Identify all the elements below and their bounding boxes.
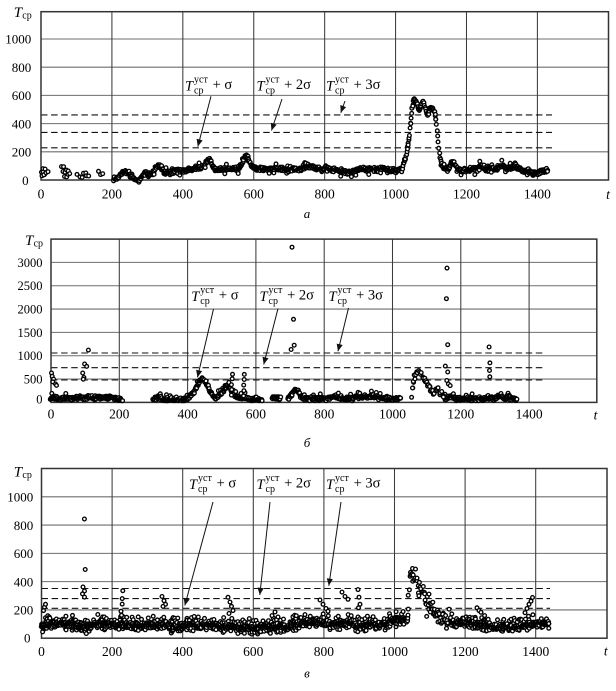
svg-text:ср: ср	[266, 484, 275, 495]
svg-text:1200: 1200	[452, 644, 479, 659]
svg-text:800: 800	[314, 407, 335, 422]
svg-text:200: 200	[109, 407, 130, 422]
svg-text:+ 2σ: + 2σ	[284, 77, 311, 93]
svg-text:T: T	[326, 79, 335, 95]
svg-text:T: T	[191, 289, 200, 305]
svg-text:T: T	[257, 79, 266, 95]
svg-text:500: 500	[24, 373, 43, 387]
svg-text:уст: уст	[200, 285, 214, 296]
svg-text:уст: уст	[338, 285, 352, 296]
svg-text:800: 800	[12, 60, 32, 75]
svg-text:ср: ср	[194, 86, 203, 97]
svg-text:+ σ: + σ	[219, 288, 239, 304]
svg-text:600: 600	[246, 407, 267, 422]
svg-text:1200: 1200	[447, 407, 474, 422]
svg-text:+ σ: + σ	[213, 77, 233, 93]
svg-text:3000: 3000	[18, 256, 43, 270]
svg-text:ср: ср	[22, 11, 31, 22]
svg-text:T: T	[260, 289, 269, 305]
svg-text:уст: уст	[266, 473, 280, 484]
svg-text:200: 200	[12, 145, 32, 160]
svg-text:400: 400	[173, 644, 194, 659]
svg-text:ср: ср	[269, 296, 278, 307]
svg-text:2500: 2500	[18, 279, 43, 293]
svg-text:800: 800	[315, 187, 336, 202]
svg-text:1000: 1000	[381, 644, 408, 659]
svg-text:0: 0	[22, 173, 29, 188]
svg-text:400: 400	[173, 187, 194, 202]
svg-text:в: в	[304, 666, 310, 681]
svg-text:ср: ср	[335, 484, 344, 495]
svg-text:0: 0	[48, 407, 55, 422]
svg-text:600: 600	[14, 546, 34, 561]
svg-text:ср: ср	[22, 470, 31, 481]
svg-text:+ 3σ: + 3σ	[356, 288, 383, 304]
svg-text:T: T	[329, 289, 338, 305]
svg-text:1400: 1400	[516, 407, 543, 422]
svg-text:400: 400	[14, 574, 34, 589]
svg-text:1000: 1000	[379, 407, 406, 422]
svg-text:уст: уст	[335, 473, 349, 484]
svg-text:600: 600	[243, 644, 264, 659]
svg-text:ср: ср	[338, 296, 347, 307]
svg-text:ср: ср	[335, 86, 344, 97]
svg-text:T: T	[257, 477, 266, 493]
svg-text:0: 0	[38, 644, 45, 659]
svg-text:0: 0	[36, 393, 42, 407]
svg-text:0: 0	[24, 631, 31, 646]
svg-text:уст: уст	[335, 75, 349, 86]
svg-text:1400: 1400	[522, 644, 549, 659]
svg-text:1000: 1000	[5, 32, 31, 47]
svg-text:800: 800	[314, 644, 335, 659]
svg-text:+ 3σ: + 3σ	[354, 77, 381, 93]
svg-text:1000: 1000	[18, 349, 43, 363]
svg-text:ср: ср	[200, 296, 209, 307]
svg-text:уст: уст	[194, 75, 208, 86]
svg-text:уст: уст	[198, 473, 212, 484]
svg-text:1400: 1400	[524, 187, 551, 202]
svg-text:200: 200	[102, 187, 123, 202]
svg-text:1000: 1000	[7, 490, 33, 505]
svg-text:ср: ср	[266, 86, 275, 97]
svg-text:T: T	[326, 477, 335, 493]
svg-text:1500: 1500	[18, 326, 43, 340]
svg-text:уст: уст	[269, 285, 283, 296]
svg-text:+ 2σ: + 2σ	[284, 476, 311, 492]
svg-text:0: 0	[38, 187, 45, 202]
svg-text:+ 3σ: + 3σ	[354, 476, 381, 492]
svg-text:200: 200	[14, 603, 34, 618]
svg-text:400: 400	[177, 407, 198, 422]
svg-text:1200: 1200	[453, 187, 480, 202]
svg-text:ср: ср	[198, 484, 207, 495]
svg-text:200: 200	[102, 644, 123, 659]
svg-text:400: 400	[12, 116, 32, 131]
svg-text:+ σ: + σ	[217, 476, 237, 492]
svg-text:уст: уст	[266, 75, 280, 86]
svg-text:2000: 2000	[18, 303, 43, 317]
svg-text:1000: 1000	[382, 187, 409, 202]
svg-text:800: 800	[14, 518, 34, 533]
svg-text:+ 2σ: + 2σ	[287, 288, 314, 304]
svg-text:600: 600	[12, 88, 32, 103]
svg-text:T: T	[185, 79, 194, 95]
svg-text:ср: ср	[34, 239, 43, 250]
svg-text:T: T	[189, 477, 198, 493]
svg-text:600: 600	[244, 187, 265, 202]
svg-text:б: б	[304, 435, 311, 450]
svg-text:а: а	[304, 206, 311, 221]
